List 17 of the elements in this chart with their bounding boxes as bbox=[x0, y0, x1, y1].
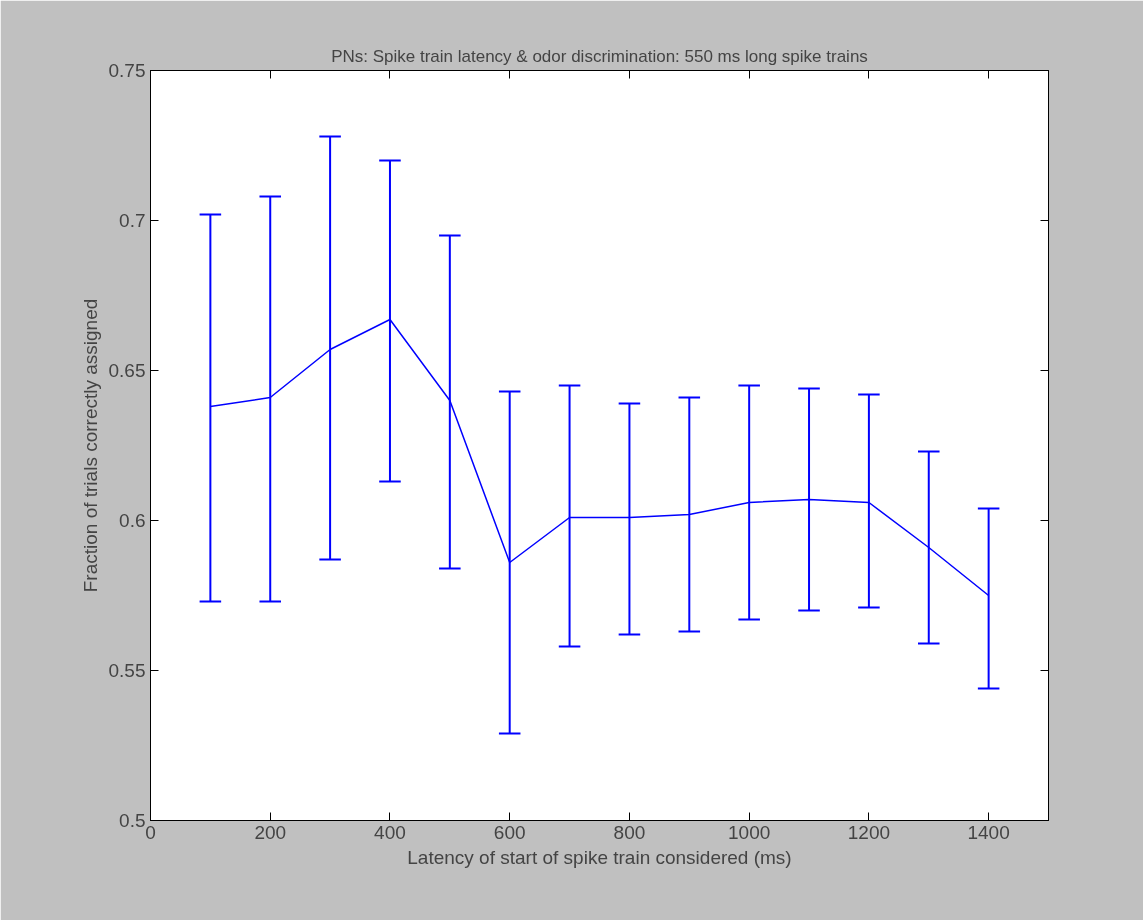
x-tick-label: 1000 bbox=[728, 821, 771, 843]
y-tick-label: 0.75 bbox=[108, 60, 146, 81]
x-tick-label: 600 bbox=[493, 821, 526, 843]
y-tick-label: 0.6 bbox=[119, 510, 146, 531]
x-tick-label: 400 bbox=[374, 821, 406, 843]
y-tick-label: 0.65 bbox=[108, 360, 146, 381]
x-tick-label: 200 bbox=[254, 821, 287, 843]
chart-title: PNs: Spike train latency & odor discrimination: 550 ms long spike trains bbox=[331, 46, 868, 66]
x-tick-label: 0 bbox=[145, 821, 156, 843]
x-tick-label: 800 bbox=[613, 821, 646, 843]
y-tick-label: 0.55 bbox=[108, 660, 146, 681]
x-tick-label: 1400 bbox=[967, 821, 1010, 843]
x-axis-title: Latency of start of spike train considered (ms) bbox=[407, 846, 792, 868]
x-tick-label: 1200 bbox=[847, 821, 891, 843]
y-tick-label: 0.7 bbox=[119, 210, 146, 231]
y-axis-title: Fraction of trials correctly assigned bbox=[79, 298, 101, 593]
y-tick-label: 0.5 bbox=[119, 810, 146, 831]
